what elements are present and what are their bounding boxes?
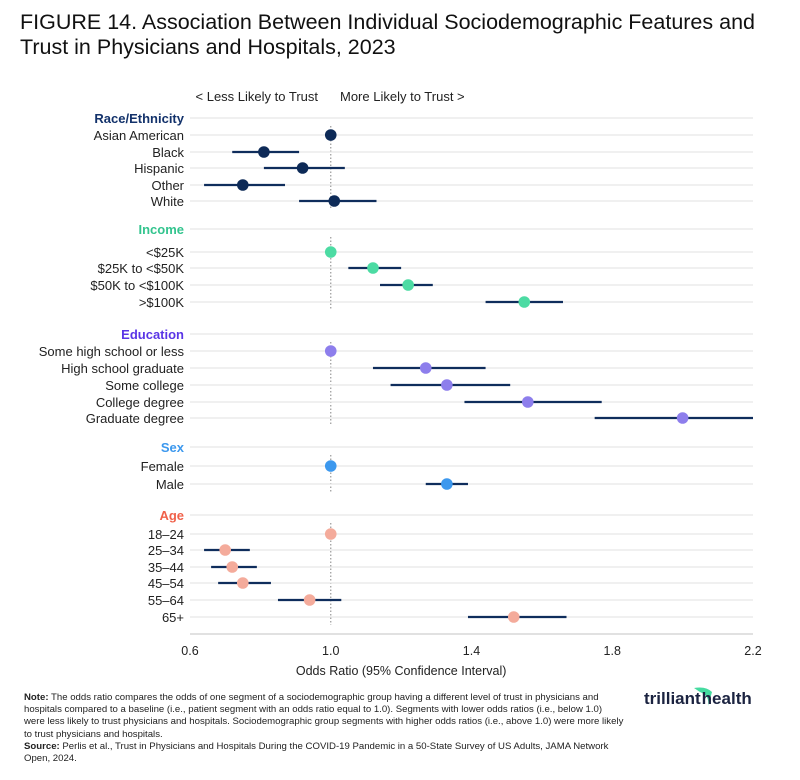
row-label: Other [151, 178, 184, 193]
trilliant-health-logo: trillianthealth [644, 684, 774, 719]
odds-ratio-point [258, 146, 270, 158]
row-label: 18–24 [148, 527, 184, 542]
row-label: White [151, 194, 184, 209]
row-label: Hispanic [134, 161, 184, 176]
footnote: Note: The odds ratio compares the odds o… [24, 692, 624, 765]
odds-ratio-point [402, 279, 414, 291]
row-label: High school graduate [61, 361, 184, 376]
row-label: Black [152, 145, 184, 160]
odds-ratio-point [507, 611, 520, 623]
group-header: Education [121, 327, 184, 342]
odds-ratio-point [219, 544, 231, 556]
note-text: The odds ratio compares the odds of one … [24, 692, 624, 740]
odds-ratio-point [419, 362, 432, 374]
odds-ratio-point [324, 528, 337, 540]
odds-ratio-point [324, 129, 337, 141]
group-header: Race/Ethnicity [94, 111, 184, 126]
odds-ratio-point [367, 262, 379, 274]
x-axis-title: Odds Ratio (95% Confidence Interval) [296, 664, 507, 678]
note-label: Note: [24, 692, 49, 703]
row-label: $50K to <$100K [90, 278, 184, 293]
row-label: Female [141, 459, 184, 474]
source-label: Source: [24, 740, 60, 752]
less-likely-label: < Less Likely to Trust [196, 89, 319, 104]
odds-ratio-point [303, 594, 316, 606]
row-label: 25–34 [148, 543, 184, 558]
odds-ratio-point [236, 577, 249, 589]
row-label: 45–54 [148, 576, 184, 591]
odds-ratio-point [296, 162, 309, 174]
odds-ratio-point [236, 179, 249, 191]
row-label: <$25K [146, 245, 184, 260]
odds-ratio-point [441, 379, 453, 391]
row-label: Some high school or less [39, 344, 185, 359]
more-likely-label: More Likely to Trust > [340, 89, 465, 104]
odds-ratio-point [328, 195, 341, 207]
x-tick-label: 0.6 [181, 644, 198, 658]
group-header: Income [138, 222, 184, 237]
note-paragraph: Note: The odds ratio compares the odds o… [24, 692, 624, 741]
x-tick-label: 1.0 [322, 644, 339, 658]
odds-ratio-point [324, 460, 337, 472]
odds-ratio-point [522, 396, 534, 408]
odds-ratio-point [226, 561, 239, 573]
group-header: Sex [161, 440, 185, 455]
row-label: College degree [96, 395, 184, 410]
forest-plot: < Less Likely to Trust More Likely to Tru… [39, 89, 762, 678]
row-label: 35–44 [148, 560, 184, 575]
figure-title: FIGURE 14. Association Between Individua… [20, 10, 755, 59]
odds-ratio-point [518, 296, 531, 308]
row-label: $25K to <$50K [98, 261, 185, 276]
row-label: >$100K [139, 295, 185, 310]
row-label: 55–64 [148, 593, 184, 608]
row-label: Some college [105, 378, 184, 393]
row-label: Asian American [94, 128, 184, 143]
x-tick-label: 2.2 [744, 644, 761, 658]
row-label: Male [156, 477, 184, 492]
source-text: Perlis et al., Trust in Physicians and H… [24, 740, 609, 765]
odds-ratio-point [324, 345, 337, 357]
row-label: 65+ [162, 610, 184, 625]
row-label: Graduate degree [86, 411, 184, 426]
x-tick-label: 1.8 [604, 644, 621, 658]
source-paragraph: Source: Perlis et al., Trust in Physicia… [24, 741, 624, 765]
odds-ratio-point [676, 412, 689, 424]
group-header: Age [159, 508, 184, 523]
odds-ratio-point [324, 246, 337, 258]
odds-ratio-point [441, 478, 453, 490]
svg-text:trillianthealth: trillianthealth [644, 689, 752, 708]
x-tick-label: 1.4 [463, 644, 480, 658]
